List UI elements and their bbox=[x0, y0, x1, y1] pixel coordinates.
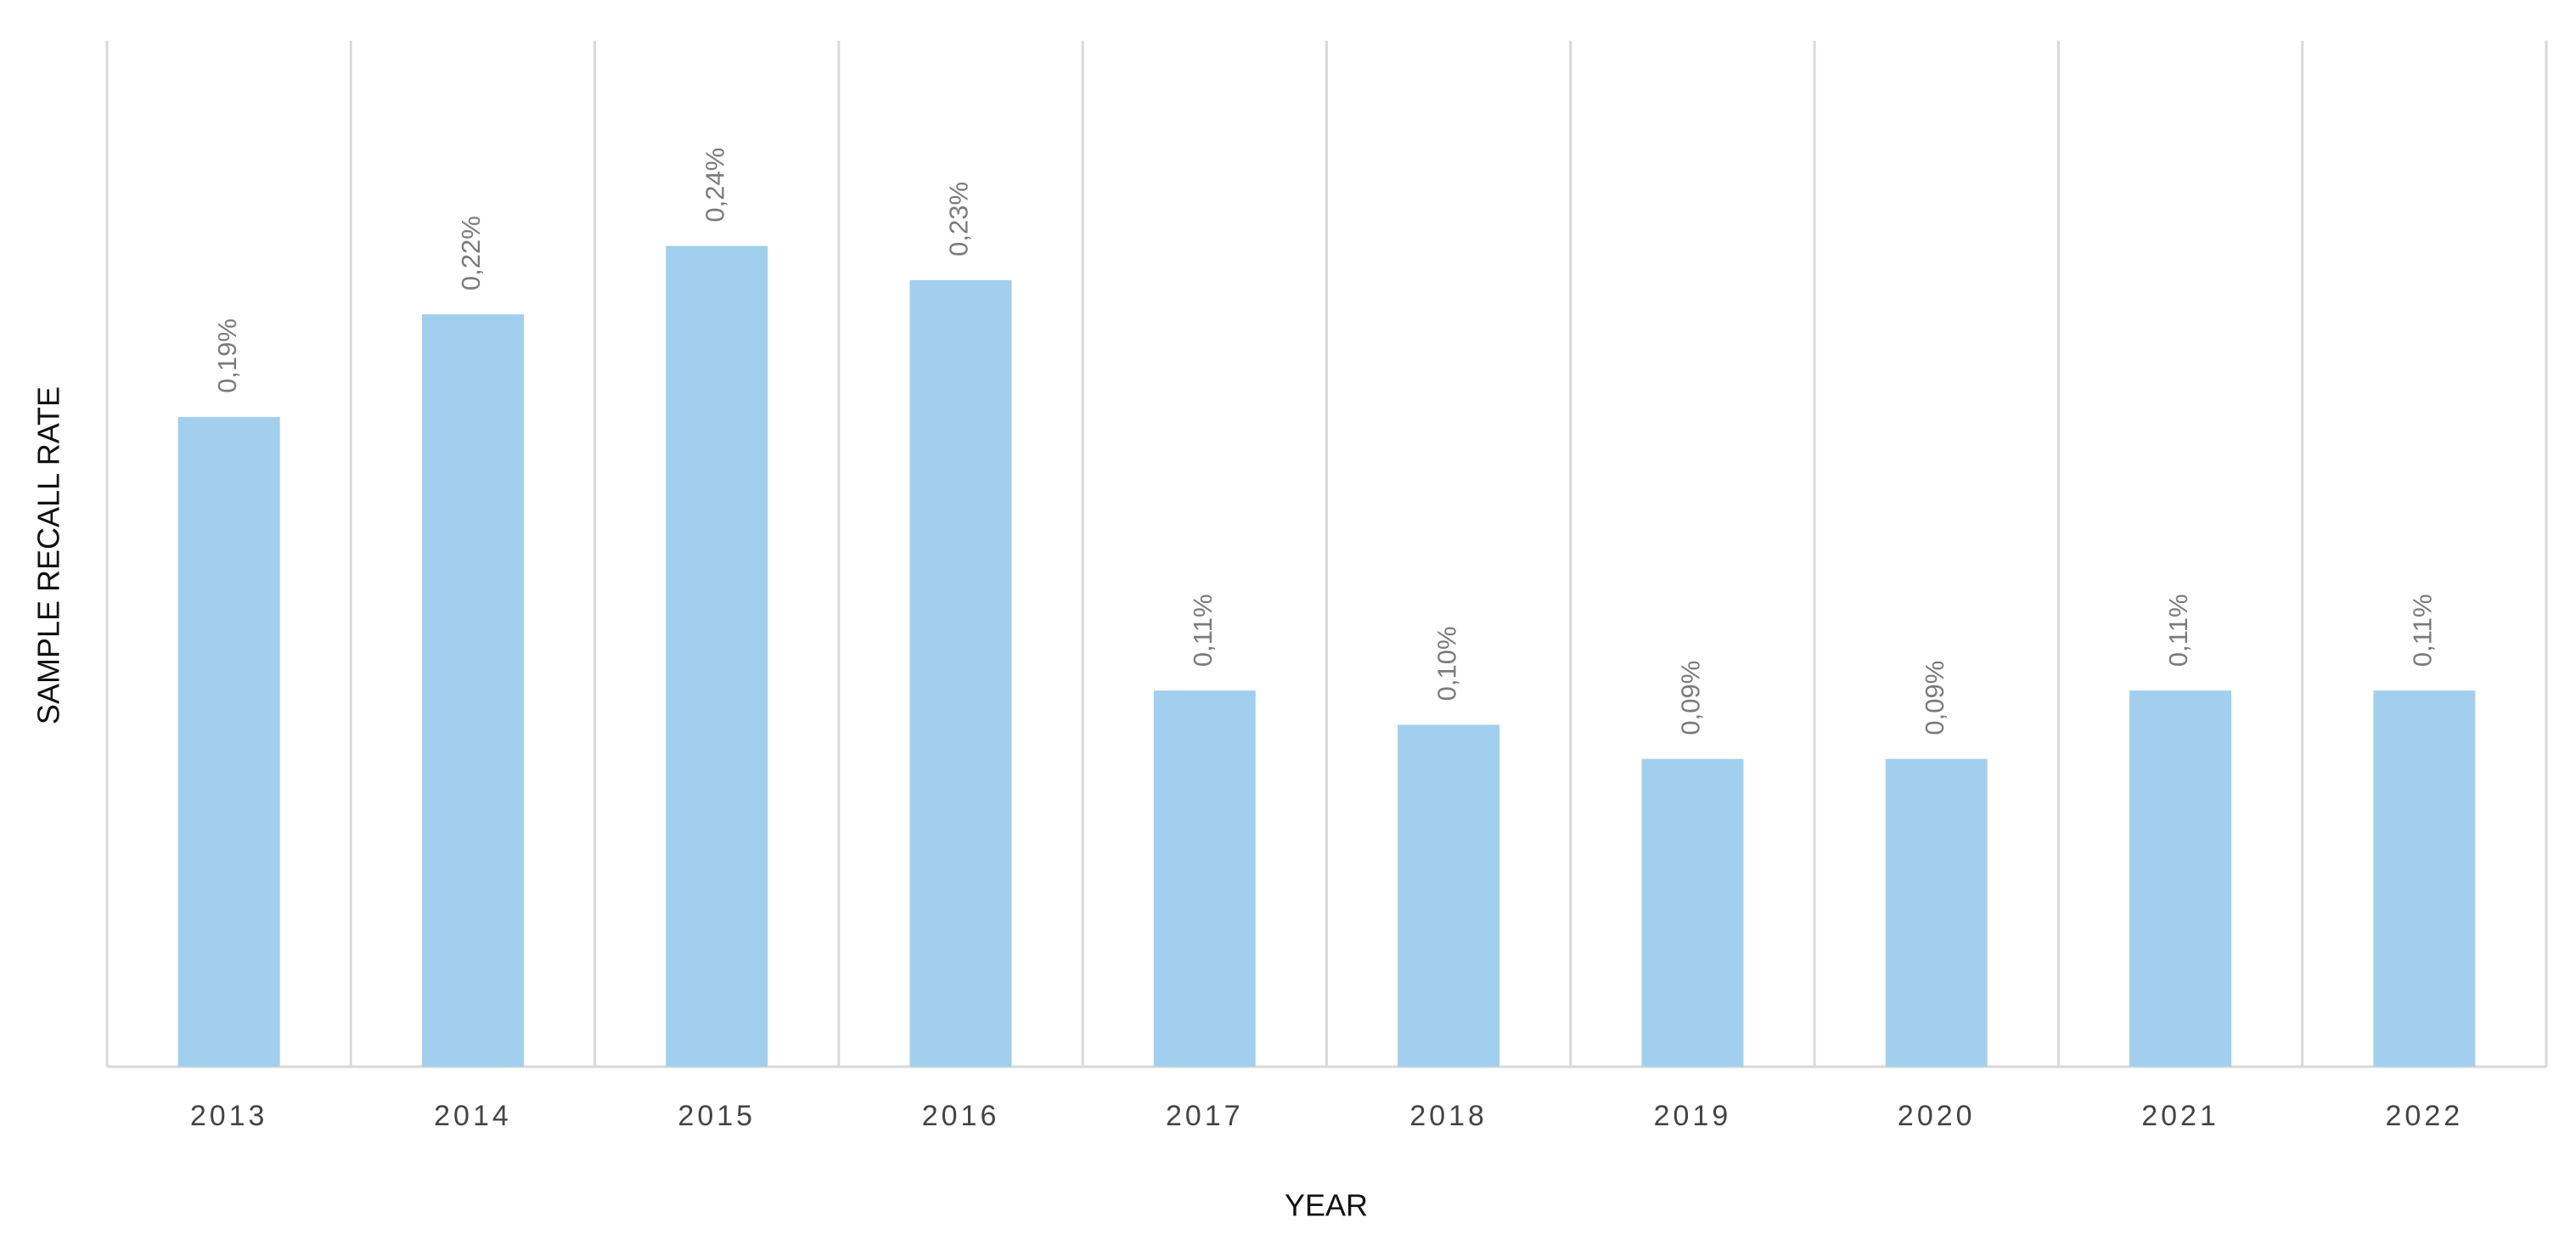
bar bbox=[2129, 690, 2232, 1067]
bar bbox=[1398, 724, 1500, 1067]
x-tick-label: 2014 bbox=[434, 1100, 512, 1132]
value-label: 0,09% bbox=[1920, 661, 1949, 735]
x-tick-label: 2016 bbox=[922, 1100, 1000, 1132]
value-label: 0,11% bbox=[2163, 594, 2193, 667]
value-label: 0,11% bbox=[2408, 594, 2438, 667]
x-axis-title: YEAR bbox=[1285, 1188, 1368, 1223]
y-axis-title: SAMPLE RECALL RATE bbox=[31, 386, 66, 724]
value-label: 0,24% bbox=[700, 148, 729, 223]
value-label: 0,19% bbox=[212, 318, 242, 393]
value-label: 0,22% bbox=[456, 216, 486, 290]
bar bbox=[909, 279, 1012, 1067]
value-label: 0,11% bbox=[1188, 594, 1218, 667]
x-tick-label: 2015 bbox=[678, 1100, 756, 1132]
bar bbox=[666, 245, 768, 1068]
value-label: 0,10% bbox=[1431, 626, 1461, 701]
x-tick-label: 2017 bbox=[1166, 1100, 1244, 1132]
bar bbox=[2373, 690, 2476, 1067]
x-tick-label: 2022 bbox=[2386, 1100, 2464, 1132]
bar bbox=[421, 314, 524, 1068]
x-tick-label: 2018 bbox=[1409, 1100, 1488, 1132]
x-tick-label: 2021 bbox=[2141, 1100, 2219, 1132]
x-tick-label: 2019 bbox=[1654, 1100, 1732, 1132]
x-tick-label: 2013 bbox=[190, 1100, 268, 1132]
bar bbox=[1885, 758, 1988, 1067]
bar bbox=[1641, 758, 1744, 1067]
value-label: 0,23% bbox=[944, 182, 974, 256]
bar bbox=[177, 416, 280, 1067]
x-tick-label: 2020 bbox=[1898, 1100, 1976, 1132]
value-label: 0,09% bbox=[1676, 661, 1706, 735]
bar bbox=[1153, 690, 1256, 1067]
